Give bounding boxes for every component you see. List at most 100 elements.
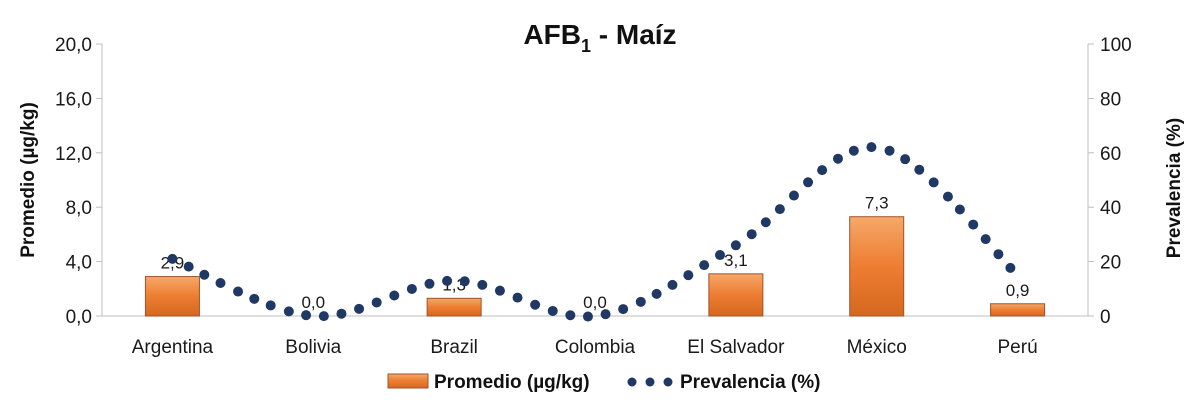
prevalence-dot xyxy=(1005,262,1016,273)
prevalence-dot xyxy=(371,297,382,308)
prevalence-dot xyxy=(866,142,877,153)
bar xyxy=(144,276,200,317)
prevalence-dot xyxy=(667,279,678,290)
category-label: México xyxy=(847,337,907,358)
prevalence-dot xyxy=(283,306,294,317)
bar-data-label: 3,1 xyxy=(724,251,748,270)
prevalence-dot xyxy=(233,286,244,297)
bar-data-label: 0,0 xyxy=(301,293,325,312)
prevalence-dot xyxy=(424,278,435,289)
left-y-axis-ticks: 0,0 4,0 8,0 12,0 16,0 20,0 xyxy=(55,35,102,328)
prevalence-dot xyxy=(565,310,576,321)
title-rest: - Maíz xyxy=(591,19,677,50)
prevalence-dot xyxy=(884,145,895,156)
right-tick-label: 100 xyxy=(1100,35,1132,56)
prevalence-dot xyxy=(968,219,979,230)
prevalence-dot xyxy=(848,145,859,156)
right-tick-label: 0 xyxy=(1100,307,1111,328)
prevalence-dot xyxy=(167,253,178,264)
prevalence-dot xyxy=(354,303,365,314)
category-label: Argentina xyxy=(132,337,214,358)
prevalence-dot xyxy=(547,305,558,316)
prevalence-dot xyxy=(954,204,965,215)
prevalence-dot xyxy=(651,288,662,299)
prevalence-dot xyxy=(530,299,541,310)
bar-data-label: 0,0 xyxy=(583,293,607,312)
category-label: Bolivia xyxy=(285,337,341,358)
prevalence-dot xyxy=(301,310,312,321)
prevalence-dot xyxy=(406,283,417,294)
prevalence-dot xyxy=(760,217,771,228)
prevalence-dot xyxy=(832,153,843,164)
chart-title: AFB1 - Maíz xyxy=(523,19,676,56)
legend-dot-2 xyxy=(645,377,655,387)
prevalence-dot xyxy=(900,154,911,165)
bar xyxy=(708,273,764,317)
bar xyxy=(990,303,1046,317)
title-subscript: 1 xyxy=(581,36,591,56)
title-main: AFB xyxy=(523,19,581,50)
y-axis-left-title: Promedio (µg/kg) xyxy=(18,102,39,258)
left-tick-label: 4,0 xyxy=(66,253,92,274)
category-labels: Argentina Bolivia Brazil Colombia El Salvado… xyxy=(132,337,1038,358)
prevalence-dot xyxy=(980,234,991,245)
left-tick-label: 0,0 xyxy=(66,307,92,328)
prevalence-dot xyxy=(582,311,593,322)
prevalence-dot xyxy=(993,249,1004,260)
prevalence-dot xyxy=(803,177,814,188)
legend-dot-1 xyxy=(627,377,637,387)
legend-dot-3 xyxy=(663,377,673,387)
prevalence-dot xyxy=(389,290,400,301)
category-label: Brazil xyxy=(430,337,478,358)
prevalence-dot xyxy=(512,292,523,303)
prevalence-dot xyxy=(730,240,741,251)
prevalence-dot xyxy=(774,204,785,215)
right-tick-label: 60 xyxy=(1100,144,1121,165)
prevalence-dot xyxy=(336,308,347,319)
prevalence-dot xyxy=(746,229,757,240)
prevalence-dot xyxy=(215,277,226,288)
prevalence-dot xyxy=(788,190,799,201)
category-label: El Salvador xyxy=(687,337,785,358)
prevalence-dot xyxy=(442,275,453,286)
legend: Promedio (µg/kg) Prevalencia (%) xyxy=(387,372,820,393)
legend-bar-label: Promedio (µg/kg) xyxy=(434,372,590,393)
right-tick-label: 20 xyxy=(1100,253,1121,274)
category-label: Colombia xyxy=(555,337,636,358)
y-axis-right-title: Prevalencia (%) xyxy=(1164,118,1185,258)
prevalence-dot xyxy=(477,279,488,290)
prevalence-dot xyxy=(715,250,726,261)
prevalence-dot xyxy=(318,311,329,322)
bar-data-label: 0,9 xyxy=(1006,281,1030,300)
prevalence-dot xyxy=(914,164,925,175)
left-tick-label: 16,0 xyxy=(55,89,92,110)
prevalence-dot xyxy=(459,276,470,287)
bar-data-label: 7,3 xyxy=(865,194,889,213)
right-tick-label: 80 xyxy=(1100,89,1121,110)
legend-line-label: Prevalencia (%) xyxy=(680,372,820,393)
right-tick-label: 40 xyxy=(1100,198,1121,219)
prevalence-dot xyxy=(699,260,710,271)
axes xyxy=(101,44,1089,317)
prevalence-dot xyxy=(817,165,828,176)
prevalence-dot xyxy=(618,304,629,315)
left-tick-label: 20,0 xyxy=(55,35,92,56)
category-label: Perú xyxy=(998,337,1038,358)
left-tick-label: 12,0 xyxy=(55,144,92,165)
legend-bar-swatch xyxy=(387,373,429,389)
prevalence-dot xyxy=(183,261,194,272)
prevalence-dot xyxy=(265,300,276,311)
prevalence-dot xyxy=(600,309,611,320)
bar xyxy=(426,297,482,317)
bar xyxy=(849,216,905,317)
prevalence-dot xyxy=(635,296,646,307)
prevalence-dot xyxy=(199,269,210,280)
right-y-axis-ticks: 0 20 40 60 80 100 xyxy=(1088,35,1132,328)
prevalence-dot xyxy=(494,285,505,296)
left-tick-label: 8,0 xyxy=(66,198,92,219)
prevalence-dot xyxy=(683,270,694,281)
prevalence-dot xyxy=(928,177,939,188)
bar-series xyxy=(144,216,1046,317)
